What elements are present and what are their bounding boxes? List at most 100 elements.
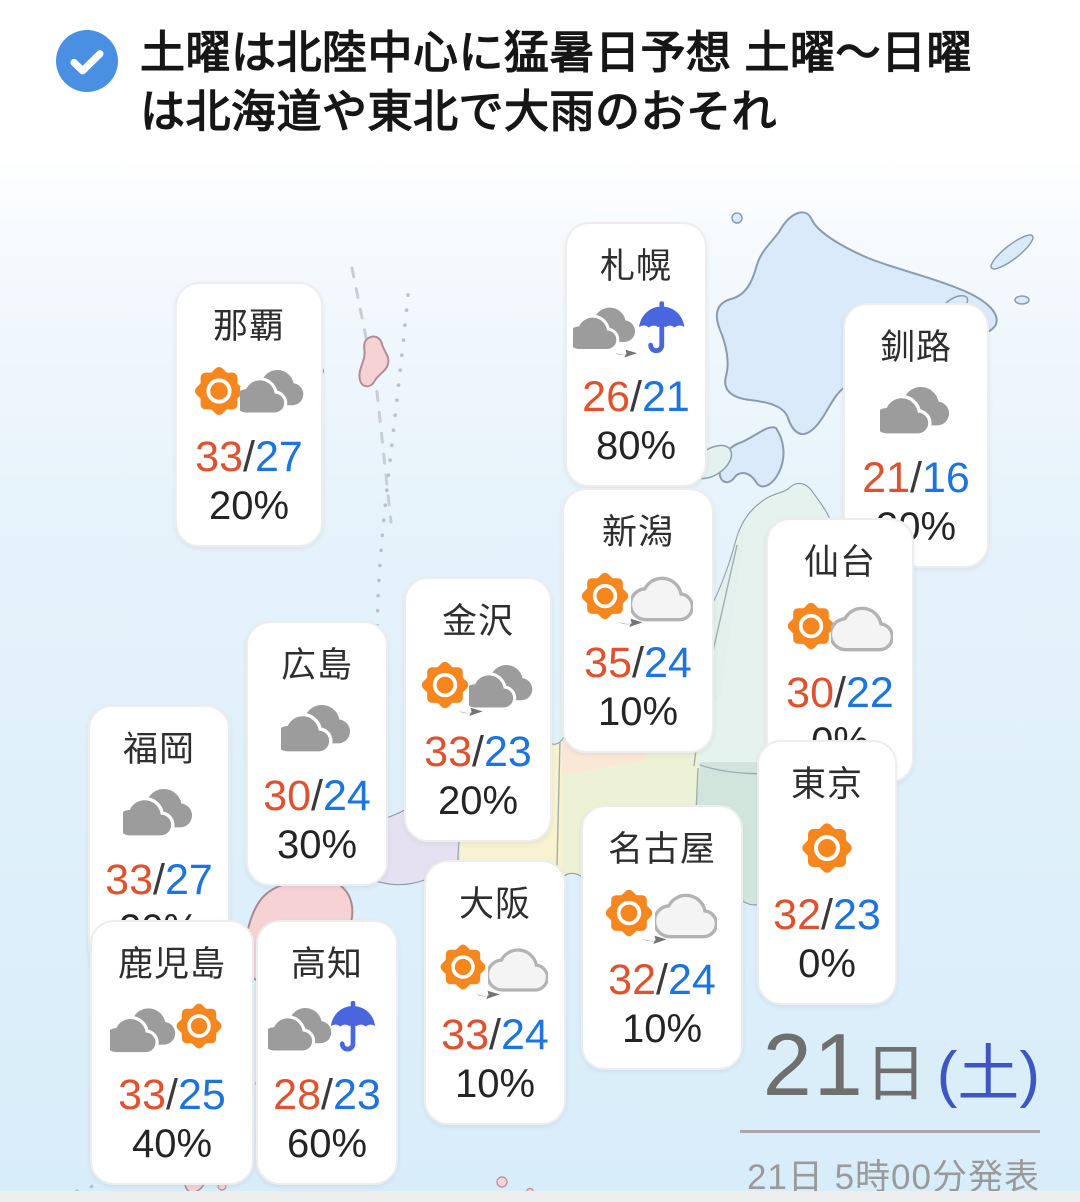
headline-text: 土曜は北陸中心に猛暑日予想 土曜〜日曜 は北海道や東北で大雨のおそれ — [140, 24, 972, 141]
sunny-then-cloudy-icon — [434, 935, 556, 1001]
precip-probability: 20% — [208, 484, 290, 528]
city-name: 仙台 — [803, 543, 876, 582]
precip-probability: 10% — [454, 1062, 536, 1106]
temperatures: 33/23 — [424, 728, 532, 776]
temperatures: 32/24 — [608, 956, 716, 1004]
sunny-then-cloudy-icon — [415, 652, 541, 718]
city-name: 広島 — [280, 646, 353, 685]
precip-probability: 10% — [597, 690, 679, 734]
date-day: 21 — [762, 1015, 865, 1114]
city-name: 札幌 — [599, 247, 672, 286]
low-temp: 22 — [845, 669, 894, 717]
low-temp: 16 — [921, 454, 970, 502]
high-temp: 28 — [273, 1071, 322, 1119]
date-main: 21日 (土) — [740, 1014, 1040, 1116]
high-temp: 32 — [608, 956, 657, 1004]
weather-card-kagoshima[interactable]: 鹿児島 33/25 40% — [90, 920, 254, 1185]
temperatures: 33/24 — [441, 1011, 549, 1059]
city-name: 大阪 — [458, 885, 531, 924]
high-temp: 30 — [786, 669, 835, 717]
weather-card-tokyo[interactable]: 東京 32/23 0% — [757, 740, 897, 1005]
announcement-time: 21日 5時00分発表 — [746, 1158, 1040, 1197]
cloudy-icon — [117, 780, 201, 846]
low-temp: 23 — [332, 1071, 381, 1119]
high-temp: 32 — [773, 891, 822, 939]
high-temp: 33 — [118, 1071, 167, 1119]
low-temp: 27 — [254, 433, 303, 481]
high-temp: 33 — [441, 1011, 490, 1059]
precip-probability: 20% — [437, 779, 519, 823]
high-temp: 26 — [582, 373, 631, 421]
sunny-and-cloudy-icon — [781, 593, 899, 659]
precip-probability: 30% — [276, 823, 358, 867]
temperatures: 33/25 — [118, 1071, 226, 1119]
weather-card-kushiro[interactable]: 釧路 21/16 30% — [843, 303, 989, 568]
cloudy-and-sunny-icon — [110, 995, 234, 1061]
temperatures: 32/23 — [773, 891, 881, 939]
temperatures: 26/21 — [582, 373, 690, 421]
city-name: 高知 — [290, 945, 363, 984]
high-temp: 33 — [105, 856, 154, 904]
weather-card-kochi[interactable]: 高知 28/23 60% — [256, 920, 398, 1185]
sunny-icon — [795, 815, 859, 881]
weather-card-hiroshima[interactable]: 広島 30/24 30% — [246, 621, 388, 886]
bottom-divider — [0, 1191, 1080, 1202]
sunny-then-cloudy-icon — [575, 563, 701, 629]
date-weekday: (土) — [936, 1040, 1040, 1109]
weather-card-sapporo[interactable]: 札幌 26/21 80% — [565, 222, 707, 487]
weather-card-nagoya[interactable]: 名古屋 32/24 10% — [581, 805, 743, 1070]
low-temp: 24 — [643, 639, 692, 687]
low-temp: 24 — [322, 772, 371, 820]
temperatures: 33/27 — [105, 856, 213, 904]
low-temp: 27 — [164, 856, 213, 904]
cloudy-icon — [874, 378, 958, 444]
high-temp: 33 — [195, 433, 244, 481]
high-temp: 30 — [263, 772, 312, 820]
inset-dashed-line — [350, 266, 393, 524]
low-temp: 25 — [177, 1071, 226, 1119]
high-temp: 33 — [424, 728, 473, 776]
low-temp: 24 — [667, 956, 716, 1004]
high-temp: 35 — [584, 639, 633, 687]
low-temp: 21 — [641, 373, 690, 421]
temperatures: 33/27 — [195, 433, 303, 481]
precip-probability: 0% — [798, 942, 856, 986]
sunny-and-cloudy-icon — [188, 357, 310, 423]
cloudy-icon — [275, 696, 359, 762]
precip-probability: 60% — [286, 1122, 368, 1166]
precip-probability: 40% — [131, 1122, 213, 1166]
headline-line1: 土曜は北陸中心に猛暑日予想 土曜〜日曜 — [140, 27, 973, 78]
temperatures: 28/23 — [273, 1071, 381, 1119]
city-name: 東京 — [790, 765, 863, 804]
weather-card-naha[interactable]: 那覇 33/27 20% — [175, 282, 323, 547]
low-temp: 24 — [500, 1011, 549, 1059]
temperatures: 30/24 — [263, 772, 371, 820]
weather-card-osaka[interactable]: 大阪 33/24 10% — [424, 860, 566, 1125]
temperatures: 35/24 — [584, 639, 692, 687]
cloudy-with-rain-icon — [268, 995, 386, 1061]
cloudy-then-rain-icon — [573, 297, 699, 363]
date-panel: 21日 (土) 21日 5時00分発表 — [740, 1014, 1040, 1200]
temperatures: 21/16 — [862, 454, 970, 502]
headline-link[interactable]: 土曜は北陸中心に猛暑日予想 土曜〜日曜 は北海道や東北で大雨のおそれ — [56, 24, 1036, 141]
weather-card-niigata[interactable]: 新潟 35/24 10% — [562, 488, 714, 753]
date-divider — [740, 1130, 1040, 1133]
headline-line2: は北海道や東北で大雨のおそれ — [140, 85, 778, 137]
precip-probability: 10% — [621, 1007, 703, 1051]
sunny-then-cloudy-icon — [599, 880, 725, 946]
precip-probability: 80% — [595, 424, 677, 468]
city-name: 金沢 — [441, 602, 514, 641]
weather-card-kanazawa[interactable]: 金沢 33/23 20% — [404, 577, 552, 842]
city-name: 鹿児島 — [117, 945, 226, 984]
checkmark-badge-icon — [56, 30, 118, 92]
temperatures: 30/22 — [786, 669, 894, 717]
date-day-kanji: 日 — [864, 1040, 927, 1109]
city-name: 新潟 — [601, 513, 674, 552]
city-name: 釧路 — [879, 328, 952, 367]
city-name: 那覇 — [212, 307, 285, 346]
low-temp: 23 — [483, 728, 532, 776]
city-name: 名古屋 — [607, 830, 716, 869]
low-temp: 23 — [832, 891, 881, 939]
city-name: 福岡 — [122, 730, 195, 769]
